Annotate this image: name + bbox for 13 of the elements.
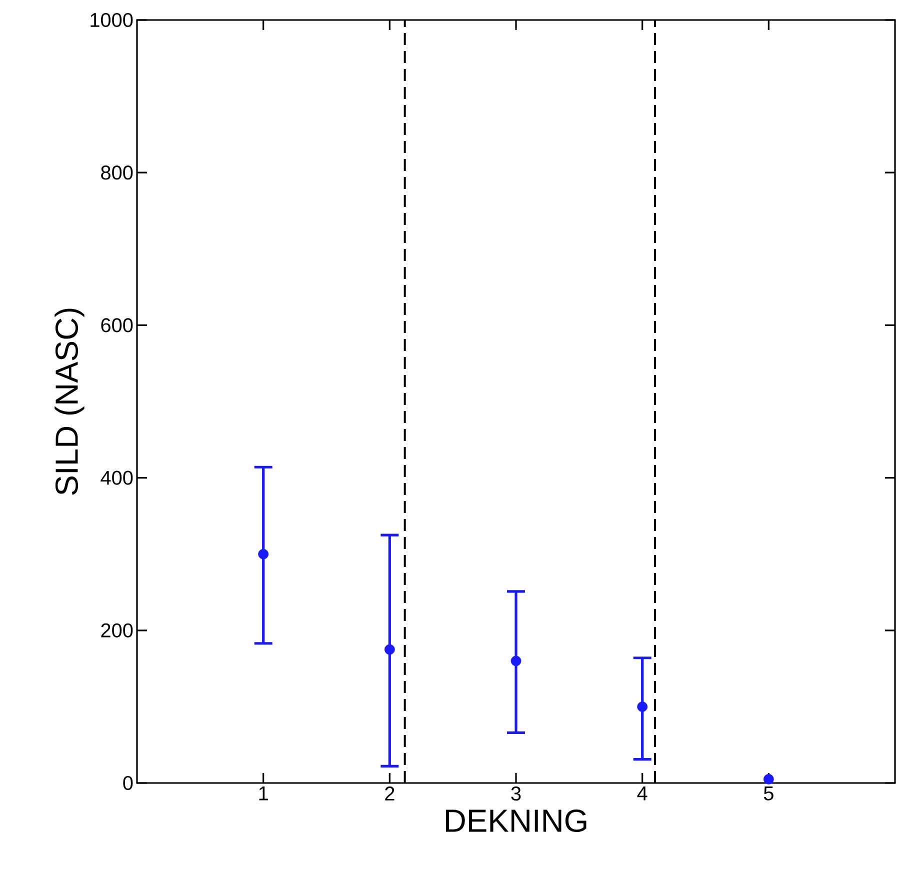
y-tick-label: 200 — [101, 623, 133, 638]
y-tick-label: 800 — [101, 166, 133, 180]
x-tick-label: 2 — [385, 786, 394, 800]
x-tick-label: 1 — [259, 786, 268, 800]
x-tick-label: 4 — [637, 786, 648, 800]
y-tick-label: 600 — [101, 318, 133, 332]
x-tick-label: 3 — [511, 786, 521, 801]
x-tick-label: 5 — [764, 786, 774, 800]
y-tick-label: 1000 — [90, 12, 133, 28]
y-tick-label: 0 — [123, 776, 133, 790]
x-axis-title: DEKNING — [446, 809, 586, 832]
y-axis-title: SILD (NASC) — [54, 308, 84, 495]
y-tick-label: 400 — [100, 470, 133, 485]
